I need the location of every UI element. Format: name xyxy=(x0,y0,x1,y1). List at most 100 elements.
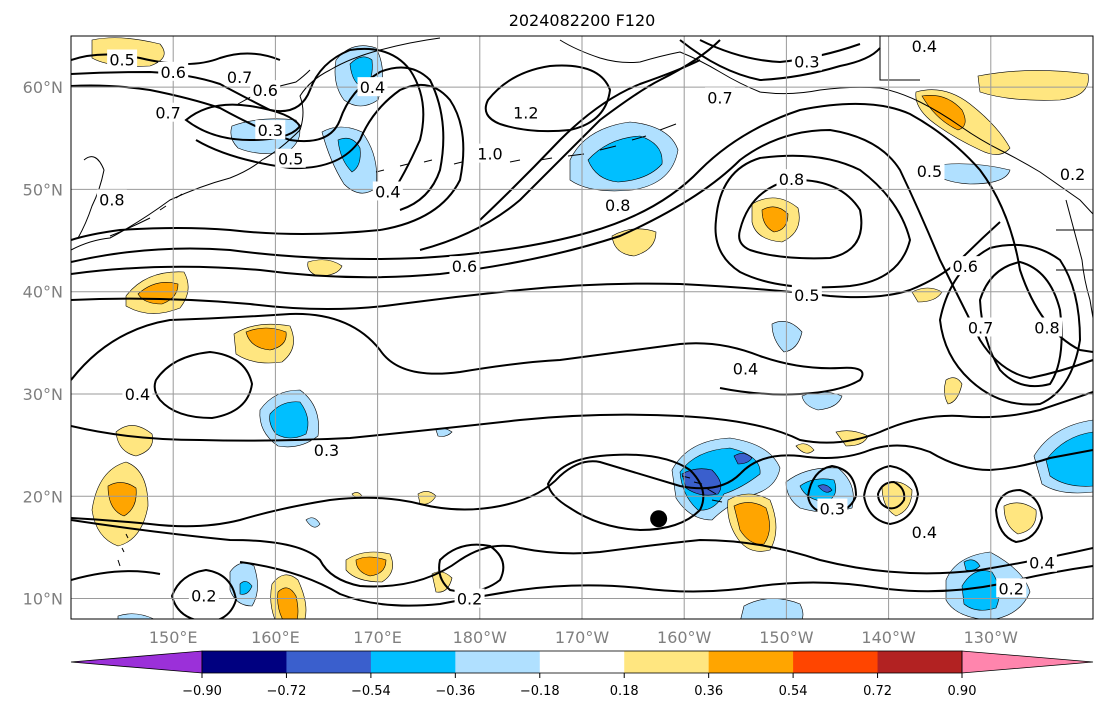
contour-label-background xyxy=(255,120,286,140)
colorbar-extend-high xyxy=(961,650,1094,674)
contour-line xyxy=(484,64,612,133)
contour-label: 0.3 xyxy=(794,53,819,72)
positive-anomaly-area xyxy=(795,443,815,454)
contour-label: 0.4 xyxy=(733,359,758,378)
negative-anomaly-area xyxy=(239,581,253,595)
longitude-tick-label: 180°W xyxy=(453,628,508,647)
colorbar-segment xyxy=(793,651,879,673)
colorbar-tick-label: 0.18 xyxy=(610,684,639,699)
contour-label: 0.6 xyxy=(252,81,277,100)
contour-line xyxy=(71,561,1093,607)
map-frame xyxy=(70,35,1094,620)
contour-label: 0.5 xyxy=(109,51,134,70)
figure-title: 2024082200 F120 xyxy=(509,11,656,30)
contour-label-background xyxy=(602,194,633,214)
negative-anomaly-area xyxy=(740,598,804,619)
contour-label: 0.6 xyxy=(452,257,477,276)
north-america-coastline xyxy=(1065,199,1093,319)
contour-line xyxy=(71,519,1093,588)
contour-label: 0.4 xyxy=(1029,554,1054,573)
contour-label-background xyxy=(1032,317,1063,337)
latitude-tick-label: 20°N xyxy=(23,487,63,506)
colorbar-tick-label: −0.54 xyxy=(351,684,391,699)
positive-anomaly-area xyxy=(1003,502,1037,535)
colorbar-tick-label: 0.36 xyxy=(694,684,723,699)
contour-label-background xyxy=(1026,552,1057,572)
contour-label-background xyxy=(909,522,940,542)
colorbar-tick-label: −0.36 xyxy=(435,684,475,699)
negative-anomaly-area xyxy=(817,484,833,493)
contour-label: 0.4 xyxy=(125,385,150,404)
contour-line xyxy=(71,444,1093,528)
contour-label: 1.0 xyxy=(477,145,502,164)
longitude-tick-label: 150°E xyxy=(149,628,198,647)
contour-label: 0.4 xyxy=(912,37,937,56)
colorbar-segment xyxy=(877,651,963,673)
contour-label-background xyxy=(704,87,735,107)
longitude-tick-label: 140°W xyxy=(861,628,916,647)
negative-anomaly-area xyxy=(305,517,321,528)
longitude-tick-label: 160°E xyxy=(251,628,300,647)
longitude-tick-label: 160°W xyxy=(657,628,712,647)
contour-label-background xyxy=(475,143,506,163)
kuril-islands xyxy=(109,193,183,237)
contour-line xyxy=(71,221,1001,310)
contour-label: 0.6 xyxy=(160,63,185,82)
contour-line xyxy=(71,312,864,396)
contour-line xyxy=(71,128,1093,380)
contour-label: 0.8 xyxy=(605,196,630,215)
colorbar-segment xyxy=(708,651,794,673)
positive-anomaly-area xyxy=(355,556,387,577)
contour-label-background xyxy=(275,148,306,168)
contour-lines xyxy=(71,39,1093,619)
contour-line xyxy=(862,464,920,526)
contour-label-background xyxy=(776,169,807,189)
contour-label: 0.4 xyxy=(375,182,400,201)
contour-line xyxy=(679,39,881,82)
positive-anomaly-area xyxy=(733,502,770,545)
colorbar-segment xyxy=(286,651,372,673)
contour-line xyxy=(153,350,254,420)
contour-label-background xyxy=(158,61,189,81)
contour-label: 1.2 xyxy=(513,104,538,123)
contour-label-background xyxy=(357,77,388,97)
contour-line xyxy=(978,260,1063,388)
contour-label-background xyxy=(311,440,342,460)
negative-anomaly-area xyxy=(269,401,309,439)
latitude-tick-label: 60°N xyxy=(23,78,63,97)
colorbar-segment xyxy=(455,651,541,673)
contour-label: 0.7 xyxy=(155,104,180,123)
contour-label: 0.4 xyxy=(912,523,937,542)
contour-line xyxy=(438,543,505,593)
colorbar-tick-label: 0.90 xyxy=(948,684,977,699)
colorbar-tick-label: −0.90 xyxy=(182,684,222,699)
contour-labels: 0.50.6 0.70.60.70.30.50.40.40.81.21.00.80… xyxy=(96,36,1088,609)
latitude-tick-label: 50°N xyxy=(23,180,63,199)
contour-label-background xyxy=(188,585,219,605)
contour-label-background xyxy=(153,102,184,122)
contour-line xyxy=(71,83,465,241)
contour-line xyxy=(876,480,906,510)
contour-label-background xyxy=(791,284,822,304)
colorbar-tick-label: −0.18 xyxy=(520,684,560,699)
contour-label: 0.7 xyxy=(227,68,252,87)
contour-line xyxy=(71,66,445,211)
contour-label: 0.8 xyxy=(99,191,124,210)
contour-label: 0.7 xyxy=(968,319,993,338)
contour-label: 0.8 xyxy=(1034,319,1059,338)
storm-position-marker xyxy=(650,510,668,528)
colorbar-segment xyxy=(370,651,456,673)
contour-label-background xyxy=(730,358,761,378)
negative-anomaly-area xyxy=(733,453,753,465)
hawaii-islands xyxy=(681,475,723,503)
positive-anomaly-area xyxy=(245,327,287,351)
alaska-coastline xyxy=(559,39,1093,215)
negative-anomaly-area xyxy=(117,613,155,619)
colorbar-frame xyxy=(201,650,963,674)
positive-anomaly-area xyxy=(115,425,153,457)
colorbar: −0.90 −0.72 −0.54 −0.36 −0.18 0.18 0.36 0.54 0.7… xyxy=(70,650,1094,699)
longitude-tick-label: 170°W xyxy=(555,628,610,647)
latitude-tick-label: 30°N xyxy=(23,385,63,404)
contour-label-background xyxy=(122,383,153,403)
